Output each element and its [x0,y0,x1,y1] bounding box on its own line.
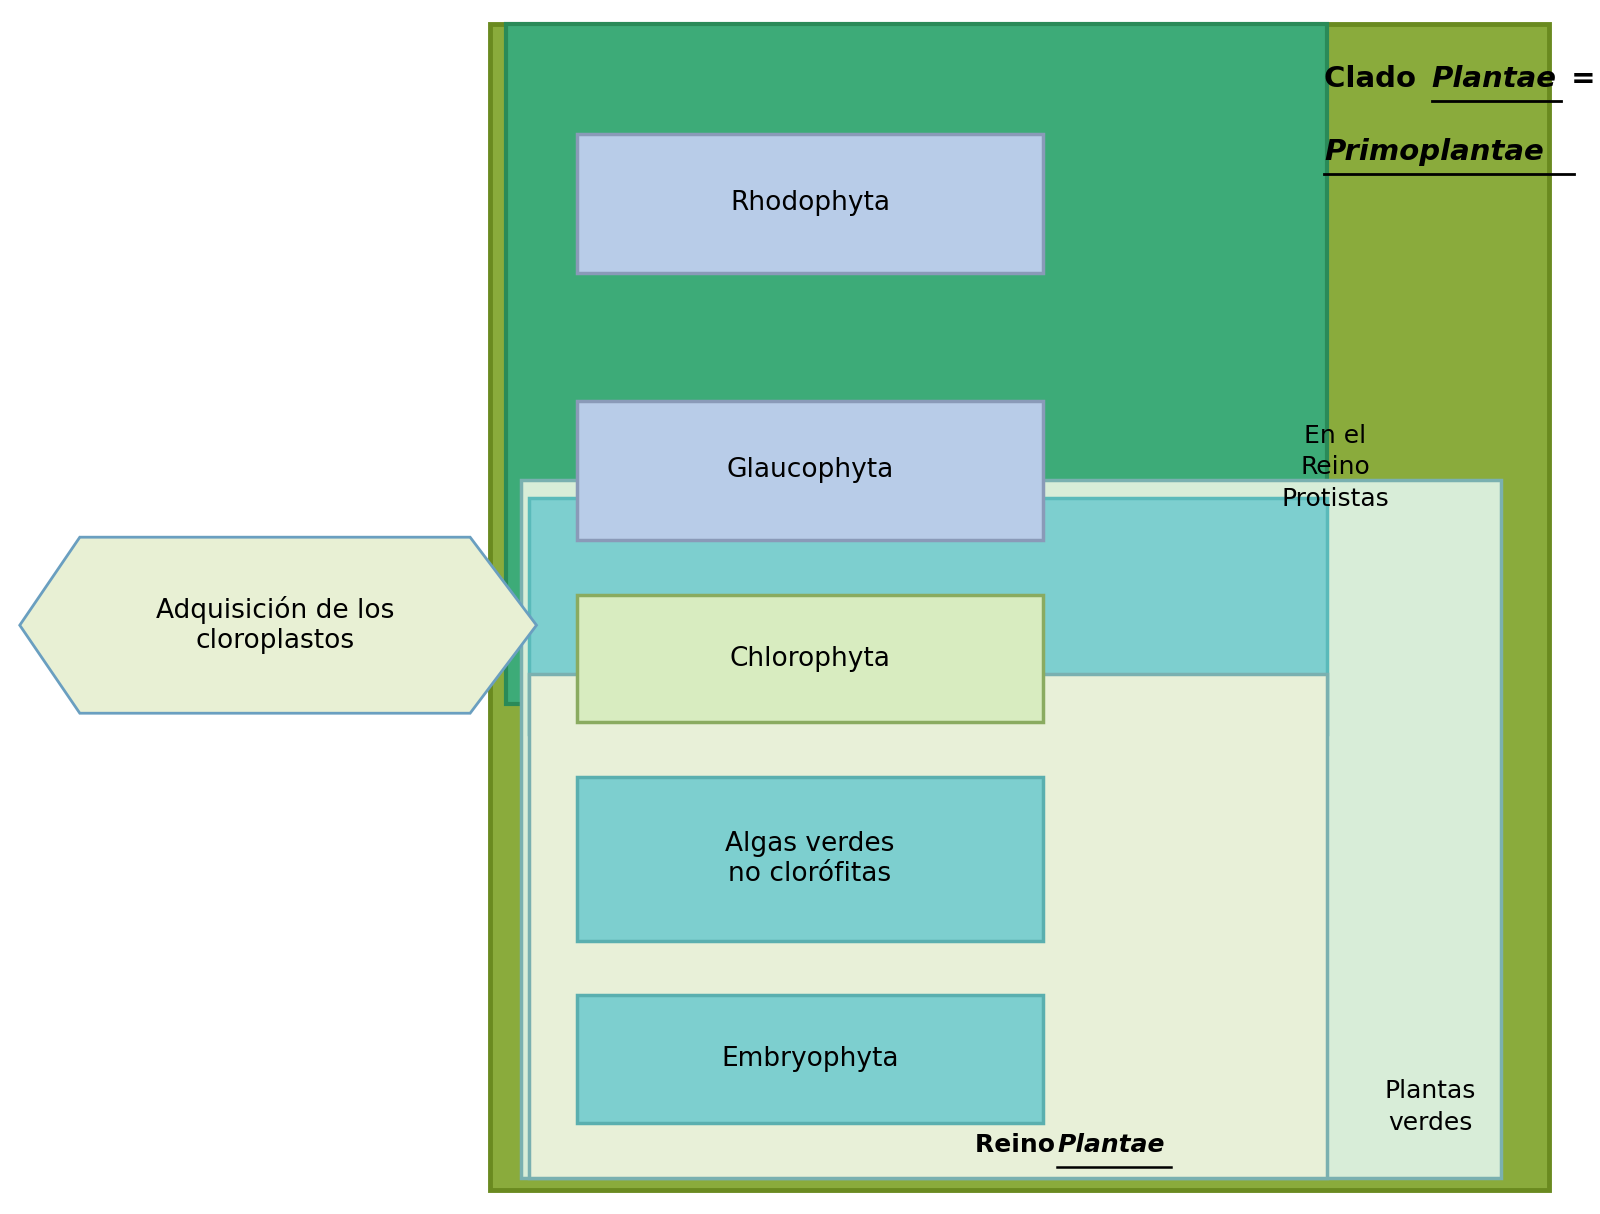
Text: Plantae: Plantae [1058,1133,1165,1157]
Polygon shape [19,537,536,714]
Text: Rhodophyta: Rhodophyta [730,191,890,216]
FancyBboxPatch shape [576,777,1043,941]
Text: Clado: Clado [1325,64,1426,93]
Text: Plantas
verdes: Plantas verdes [1384,1079,1475,1135]
Text: Primoplantae: Primoplantae [1325,137,1544,166]
Text: En el
Reino
Protistas: En el Reino Protistas [1282,424,1389,511]
Text: Algas verdes
no clorófitas: Algas verdes no clorófitas [725,830,894,887]
Text: Adquisición de los
cloroplastos: Adquisición de los cloroplastos [155,596,394,654]
Text: Chlorophyta: Chlorophyta [730,646,890,671]
Text: Embryophyta: Embryophyta [722,1046,899,1072]
FancyBboxPatch shape [530,498,1328,734]
Text: Reino: Reino [974,1133,1064,1157]
Text: =: = [1562,64,1595,93]
FancyBboxPatch shape [530,674,1328,1178]
FancyBboxPatch shape [506,24,1328,704]
FancyBboxPatch shape [576,134,1043,273]
Text: Plantae: Plantae [1432,64,1557,93]
FancyBboxPatch shape [522,480,1501,1178]
FancyBboxPatch shape [576,995,1043,1123]
FancyBboxPatch shape [576,595,1043,722]
Text: Glaucophyta: Glaucophyta [726,458,893,483]
FancyBboxPatch shape [576,401,1043,540]
FancyBboxPatch shape [490,24,1549,1190]
